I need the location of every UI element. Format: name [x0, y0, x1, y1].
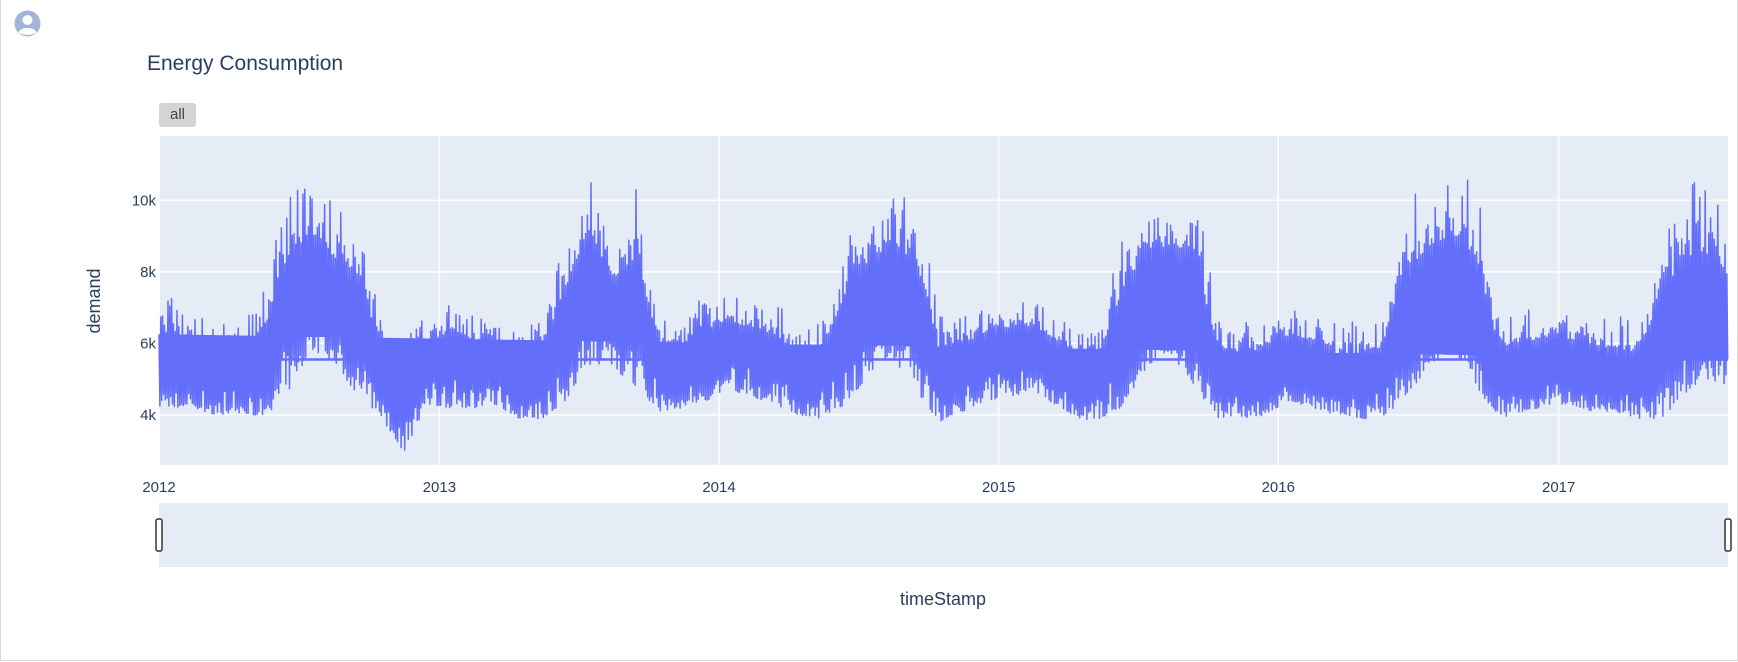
x-tick-label: 2016 — [1262, 479, 1295, 496]
chart-title: Energy Consumption — [147, 52, 344, 75]
demand-series-trace — [158, 179, 1729, 451]
user-avatar-icon[interactable] — [14, 10, 41, 37]
y-tick-label: 8k — [140, 264, 156, 281]
x-axis-title: timeStamp — [900, 589, 986, 609]
range-slider-track[interactable] — [159, 503, 1728, 567]
x-tick-label: 2013 — [423, 479, 456, 496]
y-tick-label: 6k — [140, 335, 156, 352]
x-tick-label: 2012 — [142, 479, 175, 496]
range-slider-right-handle[interactable] — [1724, 518, 1732, 552]
y-axis-ticks: 4k 6k 8k 10k — [132, 192, 157, 424]
y-axis-title: demand — [84, 268, 104, 333]
y-tick-label: 4k — [140, 407, 156, 424]
x-tick-label: 2014 — [702, 479, 735, 496]
x-tick-label: 2015 — [982, 479, 1015, 496]
x-axis-ticks: 2012 2013 2014 2015 2016 2017 — [142, 479, 1575, 496]
x-tick-label: 2017 — [1542, 479, 1575, 496]
range-slider-left-handle[interactable] — [155, 518, 163, 552]
y-tick-label: 10k — [132, 192, 157, 209]
range-selector-all-button[interactable]: all — [159, 103, 196, 127]
